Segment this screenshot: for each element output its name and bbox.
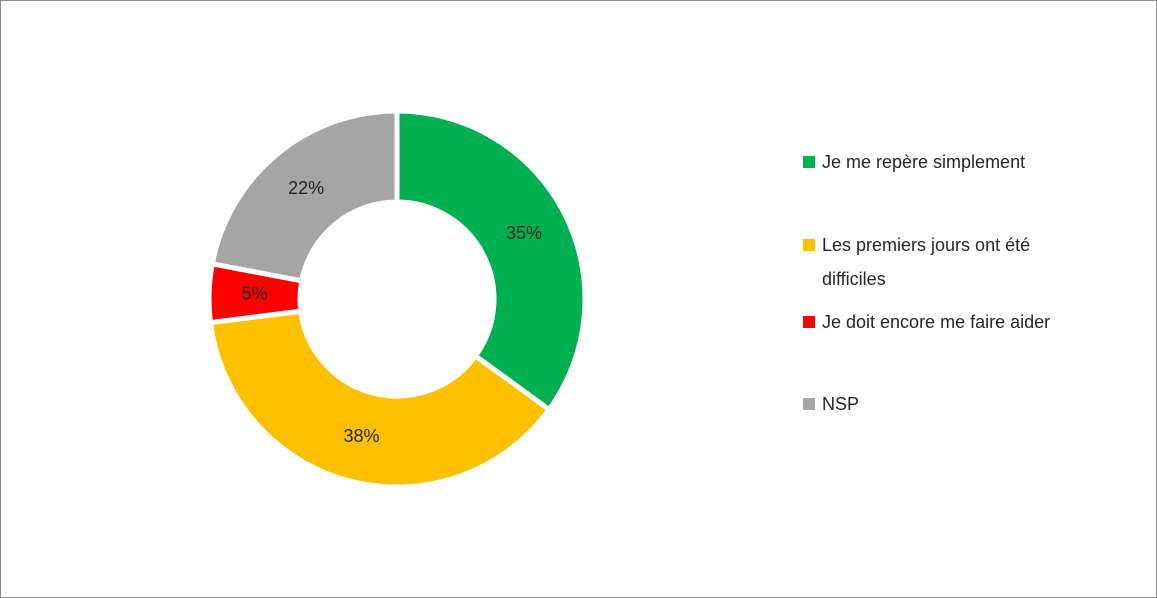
legend-label: Les premiers jours ont été difficiles <box>822 235 1031 289</box>
donut-slice <box>209 108 400 284</box>
data-label: 35% <box>506 223 542 243</box>
legend-item: Les premiers jours ont été difficiles <box>803 228 1093 296</box>
legend-item: NSP <box>803 387 1093 421</box>
legend-swatch <box>803 398 815 410</box>
data-label: 38% <box>344 426 380 446</box>
legend-item: Je doit encore me faire aider <box>803 305 1093 339</box>
donut-slice <box>207 308 553 490</box>
legend-item: Je me repère simplement <box>803 145 1093 179</box>
legend-label: Je me repère simplement <box>822 152 1026 172</box>
legend-swatch <box>803 316 815 328</box>
data-label: 22% <box>288 178 324 198</box>
legend-label: Je doit encore me faire aider <box>822 312 1051 332</box>
legend-swatch <box>803 156 815 168</box>
data-label: 5% <box>242 283 268 303</box>
donut-slice <box>394 108 588 413</box>
legend-swatch <box>803 239 815 251</box>
legend-label: NSP <box>822 394 860 414</box>
